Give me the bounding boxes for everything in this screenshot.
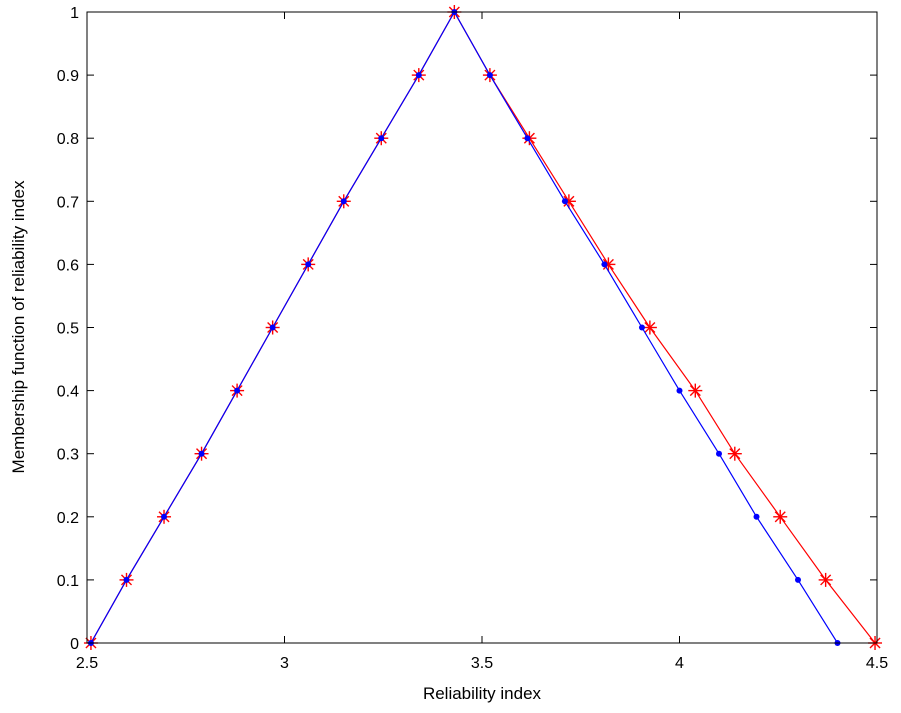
y-tick-label: 1: [70, 5, 79, 22]
data-point: [234, 387, 241, 394]
x-axis-label: Reliability index: [423, 684, 542, 703]
y-tick-label: 0.3: [57, 447, 79, 464]
x-tick-label: 3: [280, 655, 289, 672]
x-tick-label: 4.5: [866, 655, 888, 672]
y-tick-label: 0.5: [57, 321, 79, 338]
data-point: [305, 261, 312, 268]
data-point: [601, 261, 608, 268]
y-tick-label: 0.6: [57, 257, 79, 274]
data-point: [269, 324, 276, 331]
y-tick-label: 0.4: [57, 384, 79, 401]
y-tick-label: 0.8: [57, 131, 79, 148]
y-tick-label: 0.1: [57, 573, 79, 590]
data-point: [795, 576, 801, 583]
plot-frame: [86, 11, 878, 644]
data-point: [642, 320, 657, 335]
data-point: [638, 324, 645, 331]
y-tick-label: 0.2: [57, 510, 79, 527]
data-point: [198, 450, 205, 457]
data-point: [676, 387, 683, 394]
data-point: [161, 513, 168, 520]
x-tick-label: 4: [675, 655, 684, 672]
data-point: [688, 383, 703, 398]
data-point: [818, 572, 833, 587]
data-point: [524, 135, 531, 142]
data-point: [378, 135, 385, 142]
data-point: [561, 198, 568, 205]
y-axis-label: Membership function of reliability index: [9, 180, 28, 473]
y-tick-label: 0: [70, 636, 79, 653]
data-point: [753, 513, 760, 520]
y-tick-label: 0.7: [57, 194, 79, 211]
x-tick-label: 2.5: [76, 655, 98, 672]
data-point: [415, 72, 422, 79]
plot-background: [87, 12, 877, 643]
data-point: [773, 509, 788, 524]
data-point: [716, 450, 722, 457]
data-point: [727, 446, 742, 461]
data-point: [340, 198, 347, 205]
y-tick-label: 0.9: [57, 68, 79, 85]
data-point: [486, 72, 493, 79]
data-point: [123, 576, 130, 583]
x-tick-label: 3.5: [471, 655, 493, 672]
